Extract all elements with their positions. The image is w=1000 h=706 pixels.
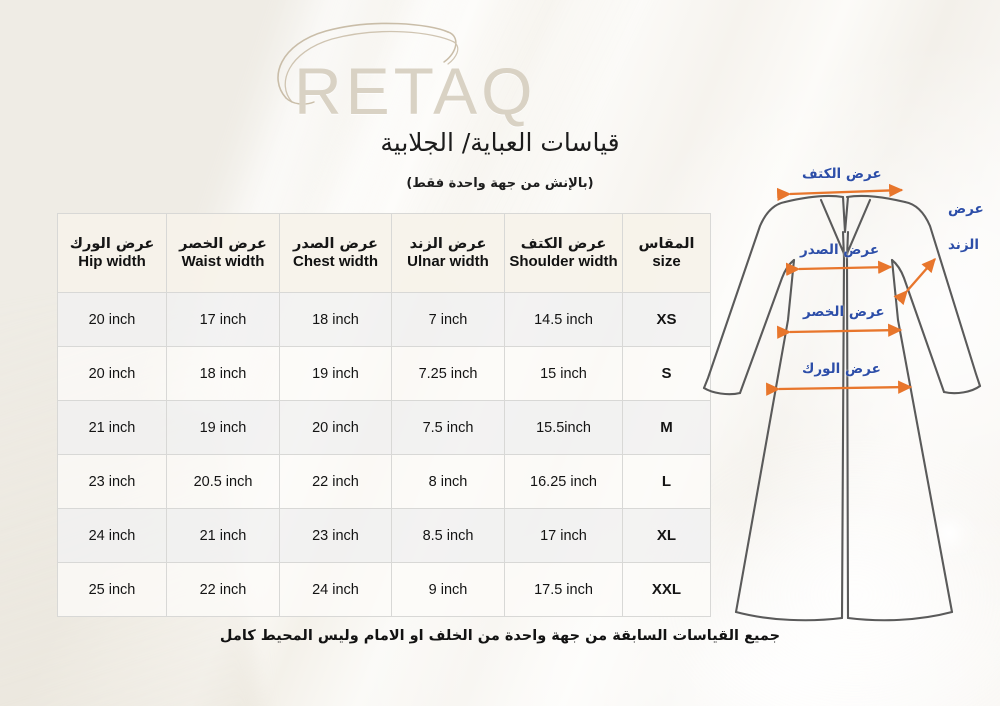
diagram-label-chest-width: عرض الصدر — [800, 242, 880, 258]
diagram-label-shoulder-width: عرض الكتف — [802, 166, 882, 182]
cell-shoulder: 15 inch — [504, 346, 623, 401]
brand-wordmark: RETAQ — [294, 54, 537, 128]
cell-shoulder: 17.5 inch — [504, 562, 623, 617]
column-header-shoulder-en: Shoulder width — [509, 252, 618, 270]
table-row: 24 inch 21 inch 23 inch 8.5 inch 17 inch… — [57, 508, 711, 563]
cell-hip: 21 inch — [57, 400, 167, 455]
cell-hip: 20 inch — [57, 346, 167, 401]
diagram-label-hip-width: عرض الورك — [802, 361, 881, 377]
cell-ulnar: 9 inch — [391, 562, 505, 617]
cell-chest: 24 inch — [279, 562, 392, 617]
column-header-shoulder: عرض الكتف Shoulder width — [504, 213, 623, 293]
table-row: 20 inch 17 inch 18 inch 7 inch 14.5 inch… — [57, 292, 711, 347]
column-header-waist-ar: عرض الخصر — [179, 235, 267, 252]
cell-waist: 20.5 inch — [166, 454, 280, 509]
cell-size: XS — [622, 292, 711, 347]
column-header-chest-ar: عرض الصدر — [293, 235, 378, 252]
cell-waist: 22 inch — [166, 562, 280, 617]
cell-chest: 18 inch — [279, 292, 392, 347]
column-header-shoulder-ar: عرض الكتف — [520, 235, 607, 252]
cell-shoulder: 15.5inch — [504, 400, 623, 455]
cell-chest: 20 inch — [279, 400, 392, 455]
cell-shoulder: 17 inch — [504, 508, 623, 563]
table-row: 20 inch 18 inch 19 inch 7.25 inch 15 inc… — [57, 346, 711, 401]
cell-ulnar: 7.5 inch — [391, 400, 505, 455]
column-header-size: المقاس size — [622, 213, 711, 293]
column-header-chest: عرض الصدر Chest width — [279, 213, 392, 293]
table-row: 23 inch 20.5 inch 22 inch 8 inch 16.25 i… — [57, 454, 711, 509]
cell-hip: 24 inch — [57, 508, 167, 563]
diagram-label-waist-width: عرض الخصر — [803, 304, 885, 320]
table-row: 21 inch 19 inch 20 inch 7.5 inch 15.5inc… — [57, 400, 711, 455]
column-header-hip-ar: عرض الورك — [69, 235, 155, 252]
table-header-row: عرض الورك Hip width عرض الخصر Waist widt… — [57, 213, 711, 293]
cell-size: S — [622, 346, 711, 401]
cell-ulnar: 8.5 inch — [391, 508, 505, 563]
cell-waist: 17 inch — [166, 292, 280, 347]
cell-shoulder: 16.25 inch — [504, 454, 623, 509]
cell-hip: 23 inch — [57, 454, 167, 509]
brand-logo: RETAQ — [262, 18, 652, 124]
cell-chest: 23 inch — [279, 508, 392, 563]
diagram-label-ulnar-width-line2: الزند — [948, 237, 979, 253]
page-subtitle: (بالإنش من جهة واحدة فقط) — [406, 176, 594, 191]
diagram-label-ulnar-width-line1: عرض — [948, 201, 984, 217]
column-header-size-en: size — [652, 252, 681, 270]
cell-ulnar: 8 inch — [391, 454, 505, 509]
cell-size: L — [622, 454, 711, 509]
garment-measurement-diagram: عرض الكتف عرض الزند عرض الصدر عرض الخصر … — [690, 160, 1000, 630]
column-header-chest-en: Chest width — [293, 252, 378, 270]
cell-size: XXL — [622, 562, 711, 617]
column-header-hip-en: Hip width — [78, 252, 146, 270]
column-header-size-ar: المقاس — [638, 235, 695, 252]
column-header-ulnar-ar: عرض الزند — [409, 235, 487, 252]
column-header-ulnar: عرض الزند Ulnar width — [391, 213, 505, 293]
abaya-illustration-icon — [702, 183, 982, 622]
cell-ulnar: 7.25 inch — [391, 346, 505, 401]
cell-hip: 25 inch — [57, 562, 167, 617]
size-measurements-table: عرض الورك Hip width عرض الخصر Waist widt… — [57, 213, 711, 617]
cell-size: XL — [622, 508, 711, 563]
cell-shoulder: 14.5 inch — [504, 292, 623, 347]
cell-size: M — [622, 400, 711, 455]
cell-hip: 20 inch — [57, 292, 167, 347]
cell-chest: 22 inch — [279, 454, 392, 509]
cell-ulnar: 7 inch — [391, 292, 505, 347]
measurement-note: جميع القياسات السابقة من جهة واحدة من ال… — [219, 628, 781, 644]
cell-waist: 19 inch — [166, 400, 280, 455]
column-header-waist-en: Waist width — [181, 252, 265, 270]
cell-waist: 18 inch — [166, 346, 280, 401]
page-title: قياسات العباية/ الجلابية — [380, 128, 620, 157]
logo-swoosh-icon — [277, 22, 459, 105]
column-header-waist: عرض الخصر Waist width — [166, 213, 280, 293]
cell-chest: 19 inch — [279, 346, 392, 401]
column-header-hip: عرض الورك Hip width — [57, 213, 167, 293]
column-header-ulnar-en: Ulnar width — [407, 252, 489, 270]
cell-waist: 21 inch — [166, 508, 280, 563]
table-row: 25 inch 22 inch 24 inch 9 inch 17.5 inch… — [57, 562, 711, 617]
